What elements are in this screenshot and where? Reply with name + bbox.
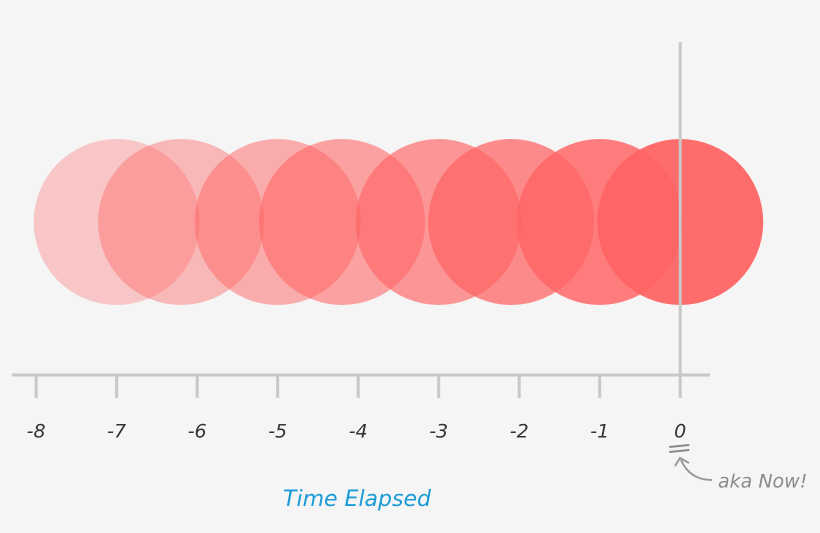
equals-stroke [669,444,690,448]
x-tick-label: -2 [510,421,529,443]
ticks: -8 -7 -6 -5 -4 -3 -2 -1 0 [27,375,686,443]
annotation-arrow [674,456,713,481]
x-tick-label: -4 [349,421,368,443]
points [33,139,764,305]
x-tick-label: -3 [429,421,448,443]
x-tick-label: -6 [188,421,207,443]
x-tick-label: -1 [590,421,609,443]
x-tick-label: -7 [107,421,126,443]
x-tick-label: -8 [27,421,46,443]
equals-stroke [669,449,690,453]
x-axis-label: Time Elapsed [283,487,432,512]
annotation: aka Now! [718,471,807,493]
equals-sign [669,444,690,453]
point [33,139,200,305]
x-tick-label: -5 [268,421,287,443]
x-tick-label: 0 [674,421,686,443]
